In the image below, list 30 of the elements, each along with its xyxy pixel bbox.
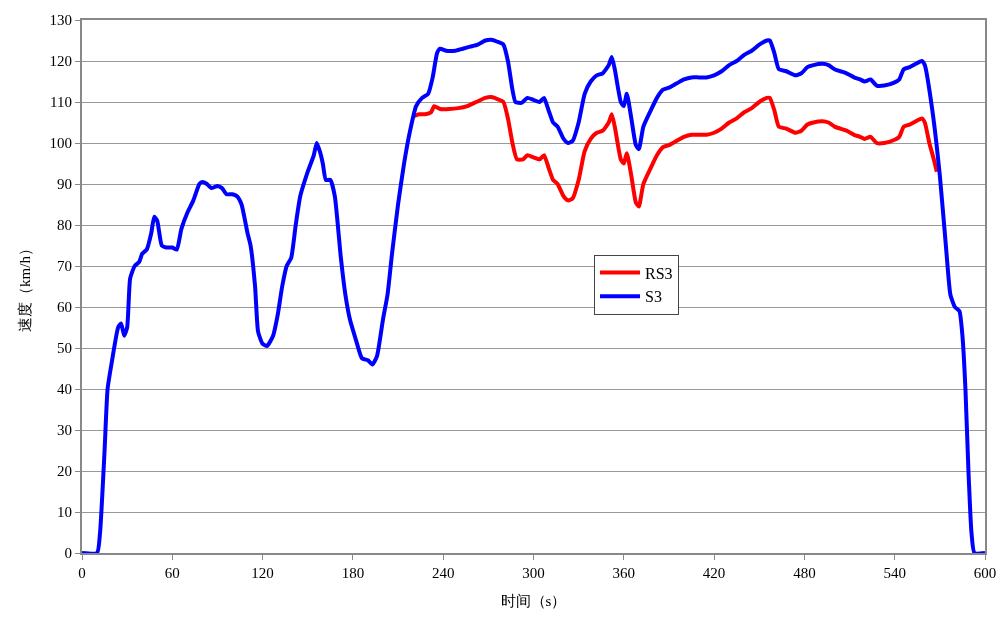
x-tick-label: 120 [251,565,274,581]
y-tick-label: 10 [57,504,72,521]
x-axis-title: 时间（s） [500,592,567,609]
y-tick-label: 50 [57,340,72,357]
x-tick-label: 240 [431,565,455,581]
x-tick-label: 360 [612,565,636,581]
y-tick-label: 20 [57,463,72,480]
y-tick-label: 90 [57,176,72,193]
x-tick-label: 480 [793,565,816,581]
legend-label: S3 [645,288,662,306]
y-tick-label: 30 [57,422,72,439]
y-tick-label: 100 [49,135,72,152]
x-tick-label: 180 [341,565,365,581]
y-tick-label: 120 [49,53,72,70]
x-tick-label: 420 [702,565,726,581]
line-series [82,37,985,553]
y-tick-label: 130 [49,12,72,29]
x-tick-label: 300 [522,565,545,581]
y-tick-label: 70 [57,258,72,275]
y-tick-label: 80 [57,217,72,234]
y-tick-label: 110 [50,94,72,111]
y-axis-title: 速度（km/h） [17,241,34,332]
y-tick-label: 60 [57,299,72,316]
x-tick-label: 600 [973,565,997,581]
y-tick-label: 40 [57,381,72,398]
x-tick-label: 540 [883,565,906,581]
x-tick-label: 60 [164,565,180,581]
legend-label: RS3 [645,264,673,282]
y-tick-label: 0 [64,545,72,562]
x-tick-label: 0 [78,565,86,581]
